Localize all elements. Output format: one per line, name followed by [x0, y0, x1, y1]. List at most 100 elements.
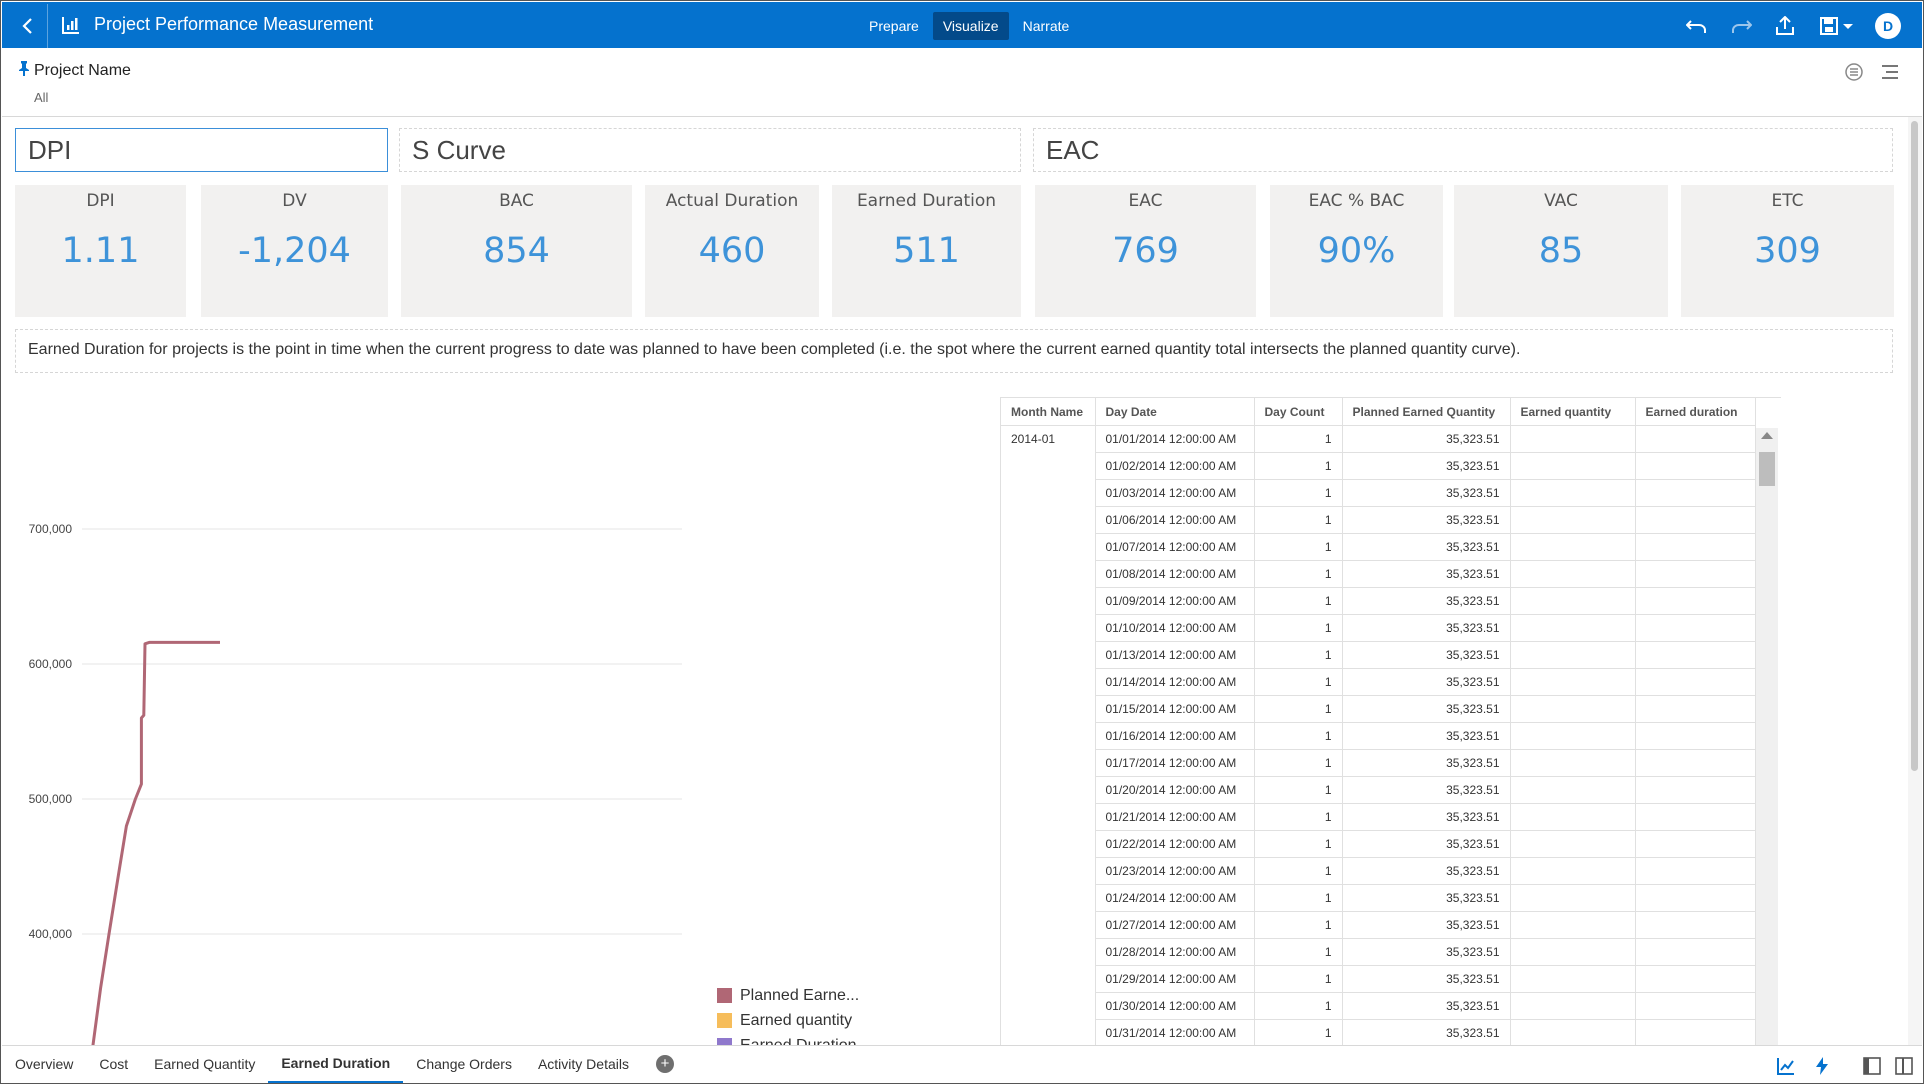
kpi-tile-actual-duration[interactable]: Actual Duration 460	[645, 185, 819, 317]
table-cell: 01/21/2014 12:00:00 AM	[1095, 803, 1255, 831]
table-row[interactable]: 01/16/2014 12:00:00 AM 1 35,323.51	[1001, 722, 1756, 750]
kpi-label: BAC	[499, 191, 534, 211]
legend-item[interactable]: Planned Earne...	[717, 983, 861, 1008]
column-header[interactable]: Planned Earned Quantity	[1342, 398, 1511, 426]
canvas-scroll-thumb[interactable]	[1911, 121, 1918, 771]
column-header[interactable]: Month Name	[1001, 398, 1096, 426]
table-row[interactable]: 01/28/2014 12:00:00 AM 1 35,323.51	[1001, 938, 1756, 966]
table-row[interactable]: 2014-01 01/01/2014 12:00:00 AM 1 35,323.51	[1001, 425, 1756, 1045]
table-cell	[1510, 722, 1636, 750]
table-cell: 35,323.51	[1342, 587, 1511, 615]
table-row[interactable]: 01/10/2014 12:00:00 AM 1 35,323.51	[1001, 614, 1756, 642]
table-row[interactable]: 01/14/2014 12:00:00 AM 1 35,323.51	[1001, 668, 1756, 696]
table-row[interactable]: 01/13/2014 12:00:00 AM 1 35,323.51	[1001, 641, 1756, 669]
mode-narrate[interactable]: Narrate	[1022, 18, 1070, 34]
table-row[interactable]: 01/15/2014 12:00:00 AM 1 35,323.51	[1001, 695, 1756, 723]
table-row[interactable]: 01/06/2014 12:00:00 AM 1 35,323.51	[1001, 506, 1756, 534]
table-row[interactable]: 01/23/2014 12:00:00 AM 1 35,323.51	[1001, 857, 1756, 885]
table-row[interactable]: 01/24/2014 12:00:00 AM 1 35,323.51	[1001, 884, 1756, 912]
save-icon[interactable]	[1817, 12, 1857, 40]
lightning-icon[interactable]	[1811, 1055, 1833, 1077]
table-cell: 01/02/2014 12:00:00 AM	[1095, 452, 1255, 480]
bottom-bar: Overview Cost Earned Quantity Earned Durati…	[2, 1045, 1922, 1083]
mode-prepare[interactable]: Prepare	[869, 18, 919, 34]
auto-visualize-icon[interactable]	[1775, 1055, 1797, 1077]
tab-overview[interactable]: Overview	[15, 1056, 74, 1072]
table-cell: 35,323.51	[1342, 803, 1511, 831]
section-title-scurve[interactable]: S Curve	[399, 128, 1021, 172]
scroll-up-icon[interactable]	[1761, 432, 1773, 439]
kpi-tile-dpi[interactable]: DPI 1.11	[15, 185, 186, 317]
kpi-value: 1.11	[61, 231, 140, 271]
legend-item[interactable]: Earned Duration.	[717, 1033, 861, 1045]
left-panel-icon[interactable]	[1861, 1055, 1883, 1077]
chart-legend: Planned Earne... Earned quantity Earned Du…	[717, 983, 861, 1045]
table-cell: 35,323.51	[1342, 776, 1511, 804]
canvas-scrollbar[interactable]	[1908, 117, 1922, 1045]
filter-value[interactable]: All	[34, 90, 49, 105]
redo-icon[interactable]	[1727, 12, 1755, 40]
column-header[interactable]: Earned quantity	[1510, 398, 1636, 426]
table-row[interactable]: 01/02/2014 12:00:00 AM 1 35,323.51	[1001, 452, 1756, 480]
table-cell	[1510, 668, 1636, 696]
tab-change-orders[interactable]: Change Orders	[416, 1056, 512, 1072]
table-cell: 01/23/2014 12:00:00 AM	[1095, 857, 1255, 885]
right-panel-icon[interactable]	[1893, 1055, 1915, 1077]
table-row[interactable]: 01/09/2014 12:00:00 AM 1 35,323.51	[1001, 587, 1756, 615]
section-title-dpi[interactable]: DPI	[15, 128, 388, 172]
table-cell: 01/10/2014 12:00:00 AM	[1095, 614, 1255, 642]
filter-settings-icon[interactable]	[1842, 60, 1866, 84]
table-cell: 35,323.51	[1342, 479, 1511, 507]
table-row[interactable]: 01/29/2014 12:00:00 AM 1 35,323.51	[1001, 965, 1756, 993]
filter-label: Project Name	[34, 61, 131, 79]
kpi-tile-earned-duration[interactable]: Earned Duration 511	[832, 185, 1021, 317]
add-tab-icon[interactable]: +	[655, 1055, 674, 1073]
export-icon[interactable]	[1771, 12, 1799, 40]
tab-activity-details[interactable]: Activity Details	[537, 1056, 629, 1072]
mode-visualize[interactable]: Visualize	[932, 12, 1009, 40]
legend-item[interactable]: Earned quantity	[717, 1008, 861, 1033]
tab-earned-duration[interactable]: Earned Duration	[268, 1046, 404, 1083]
scroll-thumb[interactable]	[1759, 452, 1775, 486]
column-header[interactable]: Day Count	[1254, 398, 1343, 426]
undo-icon[interactable]	[1683, 12, 1711, 40]
kpi-tile-bac[interactable]: BAC 854	[401, 185, 632, 317]
kpi-tile-eac[interactable]: EAC 769	[1035, 185, 1256, 317]
column-header[interactable]: Earned duration	[1635, 398, 1756, 426]
chevron-left-icon[interactable]	[14, 12, 42, 40]
filter-project-name[interactable]: Project Name	[18, 60, 131, 81]
table-cell	[1635, 803, 1756, 831]
table-row[interactable]: 01/03/2014 12:00:00 AM 1 35,323.51	[1001, 479, 1756, 507]
tab-cost[interactable]: Cost	[99, 1056, 129, 1072]
table-cell	[1635, 749, 1756, 777]
column-header[interactable]: Day Date	[1095, 398, 1255, 426]
kpi-tile-dv[interactable]: DV -1,204	[201, 185, 388, 317]
table-row[interactable]: 01/31/2014 12:00:00 AM 1 35,323.51	[1001, 1019, 1756, 1045]
table-row[interactable]: 01/22/2014 12:00:00 AM 1 35,323.51	[1001, 830, 1756, 858]
table-row[interactable]: 01/27/2014 12:00:00 AM 1 35,323.51	[1001, 911, 1756, 939]
tab-earned-quantity[interactable]: Earned Quantity	[154, 1056, 256, 1072]
table-row[interactable]: 01/17/2014 12:00:00 AM 1 35,323.51	[1001, 749, 1756, 777]
table-cell: 35,323.51	[1342, 830, 1511, 858]
kpi-label: Earned Duration	[856, 191, 997, 211]
section-title-eac[interactable]: EAC	[1033, 128, 1893, 172]
mode-switcher: Prepare Visualize Narrate	[859, 12, 1079, 40]
table-cell: 1	[1254, 884, 1343, 912]
table-row[interactable]: 01/07/2014 12:00:00 AM 1 35,323.51	[1001, 533, 1756, 561]
table-cell	[1510, 533, 1636, 561]
kpi-value: 769	[1112, 231, 1179, 271]
kpi-tile-eac-pct-bac[interactable]: EAC % BAC 90%	[1270, 185, 1443, 317]
table-cell: 01/07/2014 12:00:00 AM	[1095, 533, 1255, 561]
table-row[interactable]: 01/20/2014 12:00:00 AM 1 35,323.51	[1001, 776, 1756, 804]
table-row[interactable]: 01/30/2014 12:00:00 AM 1 35,323.51	[1001, 992, 1756, 1020]
kpi-tile-etc[interactable]: ETC 309	[1681, 185, 1894, 317]
table-scrollbar[interactable]	[1756, 428, 1778, 1045]
table-cell: 01/01/2014 12:00:00 AM	[1095, 425, 1255, 453]
table-cell	[1510, 587, 1636, 615]
kpi-tile-vac[interactable]: VAC 85	[1454, 185, 1668, 317]
table-row[interactable]: 01/21/2014 12:00:00 AM 1 35,323.51	[1001, 803, 1756, 831]
table-row[interactable]: 01/08/2014 12:00:00 AM 1 35,323.51	[1001, 560, 1756, 588]
avatar[interactable]: D	[1875, 13, 1901, 39]
menu-icon[interactable]	[1878, 60, 1902, 84]
